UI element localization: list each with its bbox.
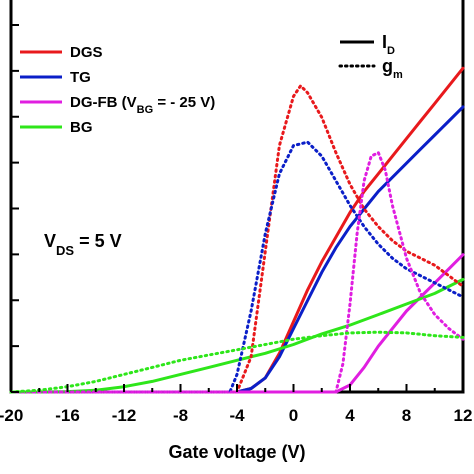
legend-label-bg: BG	[70, 119, 93, 136]
series-dg-fb-i-d-solid	[9, 253, 465, 394]
x-tick-label: -8	[173, 406, 188, 425]
series-tg-g-m-dotted	[9, 140, 465, 394]
series-tg-i-d-solid	[9, 105, 465, 394]
x-tick-label: 0	[289, 406, 298, 425]
ticks-layer: -20 -16 -12 -8 -4 0 4 8 12	[0, 24, 473, 425]
legend-label-dgs: DGS	[70, 44, 103, 61]
vds-annotation: VDS = 5 V	[44, 231, 122, 258]
x-tick-label: 8	[402, 406, 411, 425]
x-tick-label: -20	[0, 406, 23, 425]
x-axis-title: Gate voltage (V)	[168, 442, 305, 462]
legend: DGS TG DG-FB (VBG = - 25 V) BG	[20, 44, 215, 136]
style-legend-dotted-label: gm	[382, 56, 403, 81]
series-layer	[9, 66, 465, 394]
style-legend-solid-label: ID	[382, 32, 395, 57]
series-bg-i-d-solid	[9, 277, 465, 394]
legend-label-tg: TG	[70, 69, 91, 86]
x-tick-label: -4	[229, 406, 245, 425]
series-dgs-g-m-dotted	[9, 84, 465, 394]
x-tick-label: 4	[345, 406, 355, 425]
x-tick-label: -12	[112, 406, 137, 425]
x-tick-label: -16	[55, 406, 80, 425]
legend-label-dg-fb: DG-FB (VBG = - 25 V)	[70, 94, 215, 116]
series-bg-g-m-dotted	[9, 330, 465, 394]
series-dg-fb-g-m-dotted	[9, 151, 465, 394]
x-tick-label: 12	[454, 406, 473, 425]
